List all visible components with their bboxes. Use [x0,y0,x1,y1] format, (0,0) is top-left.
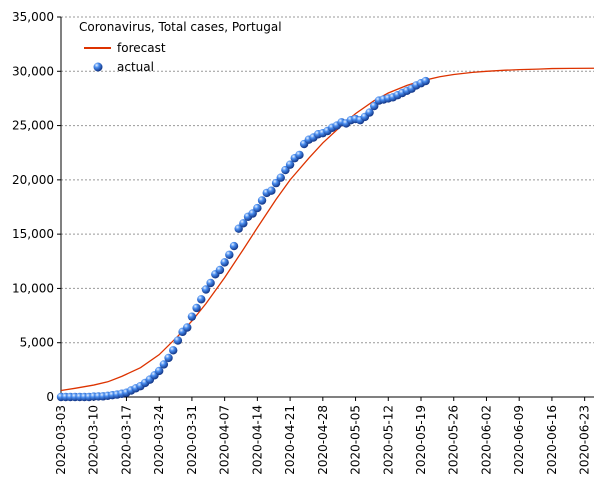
actual-point [271,178,281,188]
actual-point [229,241,239,251]
x-tick-label: 2020-05-12 [381,405,395,475]
y-tick-label: 0 [46,390,54,404]
forecast-line [60,67,595,392]
actual-point [365,108,374,117]
x-tick-label: 2020-06-09 [512,405,526,475]
forecast-series [60,67,595,392]
actual-point [173,336,183,345]
actual-point [169,346,178,355]
y-tick-label: 10,000 [12,281,54,295]
legend-actual-label: actual [117,60,154,74]
y-tick-label: 25,000 [12,119,54,133]
y-tick-label: 20,000 [12,173,54,187]
y-tick-label: 35,000 [12,10,54,24]
actual-point [239,219,248,228]
actual-point [192,303,201,313]
y-tick-label: 5,000 [20,336,54,350]
actual-point [257,196,267,205]
x-tick-label: 2020-06-23 [578,405,592,475]
actual-point [253,203,262,213]
actual-point [164,353,173,363]
x-tick-label: 2020-06-16 [545,405,559,475]
actual-point [201,285,211,294]
actual-point [215,265,225,275]
legend-forecast-label: forecast [117,41,166,55]
x-tick-label: 2020-04-14 [250,405,264,475]
actual-point [159,360,169,369]
y-tick-labels: 0 5,000 10,000 15,000 20,000 25,000 30,000 35,0… [12,10,54,404]
gridlines [61,16,594,344]
x-tick-label: 2020-03-03 [54,405,68,475]
actual-point [183,323,192,332]
chart-title: Coronavirus, Total cases, Portugal [79,20,282,34]
actual-point [206,278,215,288]
x-tick-label: 2020-06-02 [479,405,493,475]
actual-point [197,295,206,304]
x-tick-label: 2020-03-10 [87,405,101,475]
actual-point [421,76,430,86]
y-tick-label: 30,000 [12,64,54,78]
x-tick-label: 2020-03-24 [152,405,166,475]
actual-series [56,76,430,402]
actual-point [248,209,257,218]
actual-point [267,186,276,195]
y-tick-label: 15,000 [12,227,54,241]
x-tick-label: 2020-05-26 [447,405,461,475]
actual-point [370,101,379,111]
legend: Coronavirus, Total cases, Portugal forec… [79,20,282,74]
actual-point [281,165,290,175]
x-tick-label: 2020-04-07 [218,405,232,475]
x-tick-labels: 2020-03-03 2020-03-10 2020-03-17 2020-03-24… [54,405,592,475]
x-tick-label: 2020-05-19 [414,405,428,475]
x-tick-label: 2020-03-31 [185,405,199,475]
actual-point [187,312,197,321]
actual-point [154,366,164,376]
x-tick-label: 2020-05-05 [349,405,363,475]
actual-point [295,150,304,160]
actual-point [285,160,295,169]
actual-point [220,258,229,267]
legend-actual-swatch [93,62,103,72]
x-tick-label: 2020-04-21 [283,405,297,475]
x-tick-label: 2020-04-28 [316,405,330,475]
axes [57,16,594,401]
actual-point [276,173,285,182]
actual-point [225,250,234,259]
x-tick-label: 2020-03-17 [119,405,133,475]
